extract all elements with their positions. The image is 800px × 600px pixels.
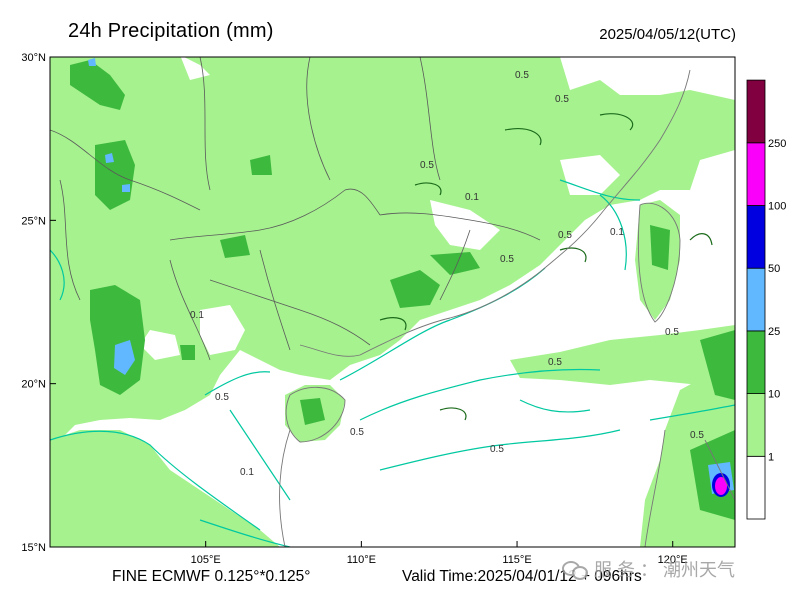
contour-label: 0.5 <box>500 254 514 265</box>
admin-borders <box>50 57 541 361</box>
colorbar-bin <box>746 267 766 332</box>
model-info: FINE ECMWF 0.125°*0.125° <box>112 568 311 585</box>
init-time: 2025/04/05/12(UTC) <box>599 26 736 43</box>
lon-tick-label: 120°E <box>658 554 688 566</box>
colorbar-bin <box>746 455 766 520</box>
colorbar-bin <box>746 393 766 457</box>
colorbar-label: 250 <box>768 138 786 150</box>
contour-label: 0.1 <box>610 227 624 238</box>
watermark: 服 务 ： 潮州天气 <box>562 556 735 582</box>
contour-labels: 0.5 0.5 0.5 0.1 0.5 0.5 0.1 0.5 0.5 0.1 0.5 0.5 0.1 0… <box>190 70 704 478</box>
contour-label: 0.5 <box>215 392 229 403</box>
lat-tick-label: 25°N <box>21 215 46 227</box>
colorbar-label: 50 <box>768 263 780 275</box>
lon-tick-label: 105°E <box>191 554 221 566</box>
contour-label: 0.5 <box>350 427 364 438</box>
colorbar-label: 100 <box>768 201 786 213</box>
map-title: 24h Precipitation (mm) <box>68 20 274 42</box>
colorbar-bin <box>746 330 766 394</box>
contour-label: 0.5 <box>690 430 704 441</box>
map-frame <box>49 56 736 548</box>
contour-label: 0.5 <box>558 230 572 241</box>
colorbar-label: 25 <box>768 326 780 338</box>
lat-tick-label: 20°N <box>21 379 46 391</box>
lon-tick-label: 110°E <box>347 554 376 566</box>
contour-label: 0.1 <box>240 467 254 478</box>
contour-label: 0.1 <box>190 310 204 321</box>
colorbar-label: 1 <box>768 451 774 463</box>
precip-area-southwest <box>50 430 280 547</box>
colorbar-bin <box>746 79 766 144</box>
lat-axis: 15°N 20°N 25°N 30°N <box>21 52 56 554</box>
lat-tick-label: 30°N <box>21 52 46 64</box>
lon-axis: 105°E 110°E 115°E 120°E <box>191 541 688 566</box>
map-plot-area: 0.5 0.5 0.5 0.1 0.5 0.5 0.1 0.5 0.5 0.1 0.5 0.5 0.1 0… <box>50 57 735 547</box>
precip-mid-green-areas <box>70 60 735 520</box>
contour-label: 0.5 <box>548 357 562 368</box>
contour-label: 0.5 <box>490 444 504 455</box>
colorbar-label: 10 <box>768 389 780 401</box>
colorbar-bin <box>746 142 766 206</box>
precip-contours-dark <box>379 113 713 421</box>
contour-label: 0.1 <box>465 192 479 203</box>
contour-label: 0.5 <box>515 70 529 81</box>
lon-tick-label: 115°E <box>502 554 531 566</box>
colorbar: 1 10 25 50 100 250 <box>746 79 786 520</box>
contour-label: 0.5 <box>665 327 679 338</box>
contour-label: 0.5 <box>555 94 569 105</box>
watermark-text: 服 务 ： 潮州天气 <box>594 560 736 580</box>
wechat-icon <box>562 559 588 580</box>
coastline <box>299 69 691 357</box>
contour-label: 0.5 <box>420 160 434 171</box>
colorbar-bin <box>746 205 766 269</box>
lat-tick-label: 15°N <box>21 542 46 554</box>
